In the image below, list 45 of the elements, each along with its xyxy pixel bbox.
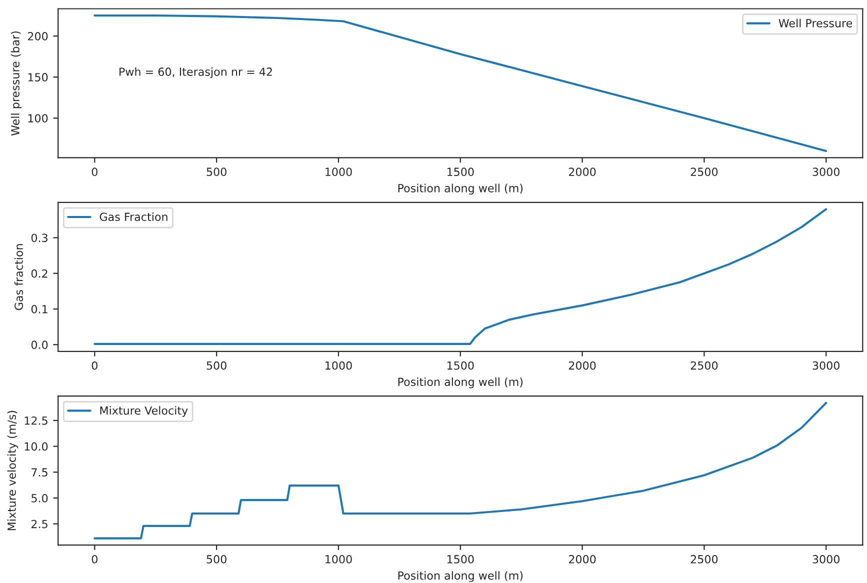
legend-label: Well Pressure (778, 18, 852, 28)
x-axis-title: Position along well (m) (398, 184, 523, 195)
x-axis-title: Position along well (m) (398, 571, 523, 582)
y-tick-label: 10.0 (24, 442, 48, 451)
x-tick-label: 1000 (326, 361, 352, 370)
legend-label: Mixture Velocity (100, 406, 188, 417)
legend-label: Gas Fraction (100, 212, 168, 222)
x-tick-label: 0 (92, 555, 98, 564)
y-tick-label: 150 (28, 73, 48, 82)
x-tick-label: 3000 (812, 168, 840, 176)
y-tick-label: 7.5 (32, 468, 48, 477)
y-tick-label: 0.1 (31, 304, 48, 314)
y-tick-label: 5.0 (32, 494, 48, 502)
x-tick-label: 1000 (326, 555, 352, 564)
x-tick-label: 500 (206, 555, 226, 564)
line-series (94, 402, 828, 540)
x-tick-label: 0 (92, 168, 98, 176)
x-tick-label: 3000 (812, 555, 840, 564)
y-tick-label: 2.5 (32, 520, 48, 528)
x-tick-label: 1500 (447, 168, 474, 176)
y-axis-title: Gas fraction (14, 244, 23, 310)
line-series (94, 208, 828, 345)
y-tick-label: 100 (28, 114, 48, 123)
x-tick-label: 2000 (568, 361, 596, 370)
x-tick-label: 2000 (568, 168, 596, 176)
x-tick-label: 2500 (690, 168, 718, 176)
y-axis-title: Well pressure (bar) (10, 31, 22, 136)
x-tick-label: 2500 (690, 555, 718, 564)
x-axis-title: Position along well (m) (398, 377, 523, 388)
x-tick-label: 1500 (447, 361, 474, 370)
y-tick-label: 12.5 (24, 416, 48, 425)
y-tick-label: 0.0 (31, 340, 48, 350)
x-tick-label: 1000 (326, 168, 352, 176)
y-axis-title: Mixture velocity (m/s) (7, 410, 18, 530)
x-tick-label: 2500 (690, 361, 718, 370)
y-tick-label: 0.3 (31, 234, 48, 242)
x-tick-label: 500 (206, 168, 226, 176)
x-tick-label: 500 (206, 361, 226, 370)
x-tick-label: 3000 (812, 361, 840, 370)
x-tick-label: 1500 (447, 555, 474, 564)
x-tick-label: 0 (92, 361, 98, 370)
y-tick-label: 0.2 (31, 269, 48, 278)
annotation: Pwh = 60, Iterasjon nr = 42 (120, 67, 272, 78)
x-tick-label: 2000 (568, 555, 596, 564)
y-tick-label: 200 (28, 32, 48, 40)
